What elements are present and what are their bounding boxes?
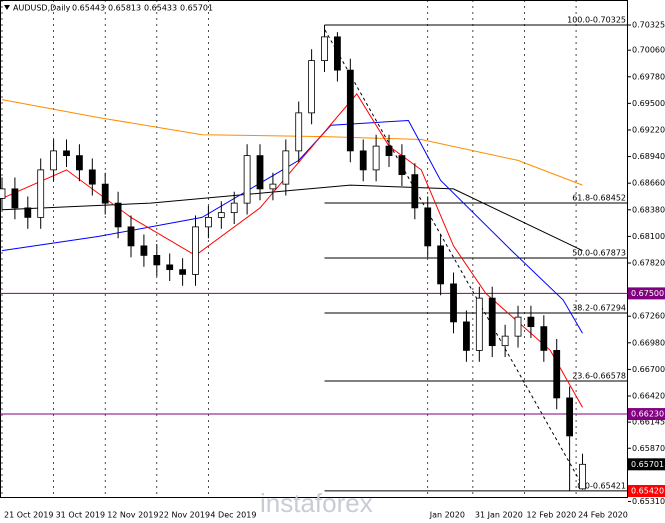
- candle-body: [217, 212, 225, 218]
- candle-body: [501, 335, 509, 347]
- candle-body: [437, 245, 445, 285]
- price-tag: [628, 408, 665, 421]
- candle-body: [140, 245, 148, 256]
- header-value: 0.65433: [144, 4, 177, 13]
- y-tick-label: 0.69500: [632, 99, 665, 108]
- y-tick-label: 0.66420: [632, 392, 665, 401]
- candle-body: [166, 264, 174, 271]
- candle-body: [230, 202, 238, 214]
- candle-body: [321, 36, 328, 62]
- candle-body: [127, 226, 135, 247]
- price-tag-label: 0.66230: [631, 410, 664, 419]
- price-tag: [628, 485, 665, 498]
- candle-body: [205, 216, 212, 228]
- y-tick-label: 0.66700: [632, 365, 665, 374]
- candle-body: [256, 155, 264, 190]
- candle-body: [153, 254, 161, 266]
- y-tick-label: 0.66145: [632, 418, 665, 427]
- candle-body: [63, 150, 70, 157]
- header-value: 0.65443: [72, 4, 105, 13]
- candle-body: [527, 316, 535, 328]
- x-tick-label: 22 Nov 2019: [159, 511, 210, 520]
- candle-body: [359, 150, 367, 171]
- fib-label: 61.8-0.68452: [572, 193, 626, 202]
- y-tick-label: 0.67820: [632, 258, 665, 267]
- header-value: 0.65701: [180, 4, 213, 13]
- y-tick-label: 0.68660: [632, 179, 665, 188]
- indicator-line: [1, 93, 583, 408]
- x-tick-label: 31 Jan 2020: [475, 511, 523, 520]
- candle-body: [76, 155, 83, 171]
- watermark: instaforex: [260, 488, 373, 518]
- candle-body: [282, 150, 290, 185]
- y-tick-label: 0.70060: [632, 46, 665, 55]
- x-tick-label: 21 Oct 2019: [4, 511, 53, 520]
- symbol-title: AUDUSD,Daily: [13, 4, 71, 13]
- candle-body: [308, 60, 316, 114]
- y-tick-label: 0.65870: [632, 444, 665, 453]
- candle-body: [579, 463, 586, 490]
- trend-line: [324, 29, 586, 491]
- x-tick-label: 4 Dec 2019: [210, 511, 256, 520]
- candle-body: [37, 169, 45, 218]
- candle-body: [192, 226, 199, 275]
- candle-body: [450, 283, 457, 323]
- fib-label: 50.0-0.67873: [572, 248, 626, 257]
- candle-body: [398, 155, 406, 176]
- candle-body: [372, 145, 380, 171]
- fib-label: 23.6-0.66578: [572, 371, 626, 380]
- price-tag: [628, 458, 665, 471]
- y-tick-label: 0.65310: [632, 497, 665, 506]
- header-value: 0.65813: [108, 4, 141, 13]
- price-tag-label: 0.67500: [631, 289, 664, 298]
- price-tag-label: 0.65420: [631, 487, 664, 496]
- y-tick-label: 0.68380: [632, 205, 665, 214]
- candle-body: [488, 297, 496, 347]
- y-tick-label: 0.70325: [632, 20, 665, 29]
- candle-body: [553, 349, 561, 399]
- y-tick-label: 0.69220: [632, 125, 665, 134]
- x-tick-label: Jan 2020: [429, 511, 465, 520]
- indicator-line: [1, 119, 583, 334]
- x-tick-label: 24 Feb 2020: [578, 511, 628, 520]
- indicator-line: [1, 99, 583, 186]
- y-tick-label: 0.66980: [632, 338, 665, 347]
- candle-body: [566, 397, 574, 437]
- candle-body: [475, 297, 483, 351]
- candle-body: [101, 183, 109, 204]
- candle-body: [411, 174, 419, 209]
- y-tick-label: 0.67260: [632, 312, 665, 321]
- fib-label: 38.2-0.67294: [572, 303, 626, 312]
- x-tick-label: 31 Oct 2019: [56, 511, 105, 520]
- candle-body: [24, 207, 32, 218]
- menu-arrow: [4, 5, 10, 10]
- candle-body: [463, 321, 470, 351]
- candle-body: [514, 316, 522, 337]
- y-tick-label: 0.68100: [632, 232, 665, 241]
- candle-body: [385, 145, 393, 157]
- price-tag-label: 0.65701: [631, 460, 664, 469]
- fib-label: 0.0-0.65421: [577, 481, 626, 490]
- candle-body: [0, 188, 6, 199]
- candle-body: [295, 112, 303, 152]
- y-tick-label: 0.68940: [632, 152, 665, 161]
- price-tag: [628, 287, 665, 300]
- candle-body: [11, 188, 19, 209]
- candle-body: [424, 207, 432, 247]
- candle-body: [50, 150, 58, 171]
- candle-body: [334, 36, 341, 71]
- candle-body: [269, 183, 277, 190]
- fib-label: 100.0-0.70325: [567, 15, 626, 24]
- x-tick-label: 12 Nov 2019: [107, 511, 158, 520]
- candle-body: [346, 69, 354, 152]
- x-tick-label: 12 Feb 2020: [526, 511, 576, 520]
- candle-body: [243, 155, 251, 204]
- candle-body: [540, 326, 548, 351]
- y-tick-label: 0.69780: [632, 72, 665, 81]
- candle-body: [114, 202, 122, 228]
- candle-body: [88, 169, 96, 185]
- candle-body: [179, 269, 187, 275]
- indicator-line: [1, 184, 583, 252]
